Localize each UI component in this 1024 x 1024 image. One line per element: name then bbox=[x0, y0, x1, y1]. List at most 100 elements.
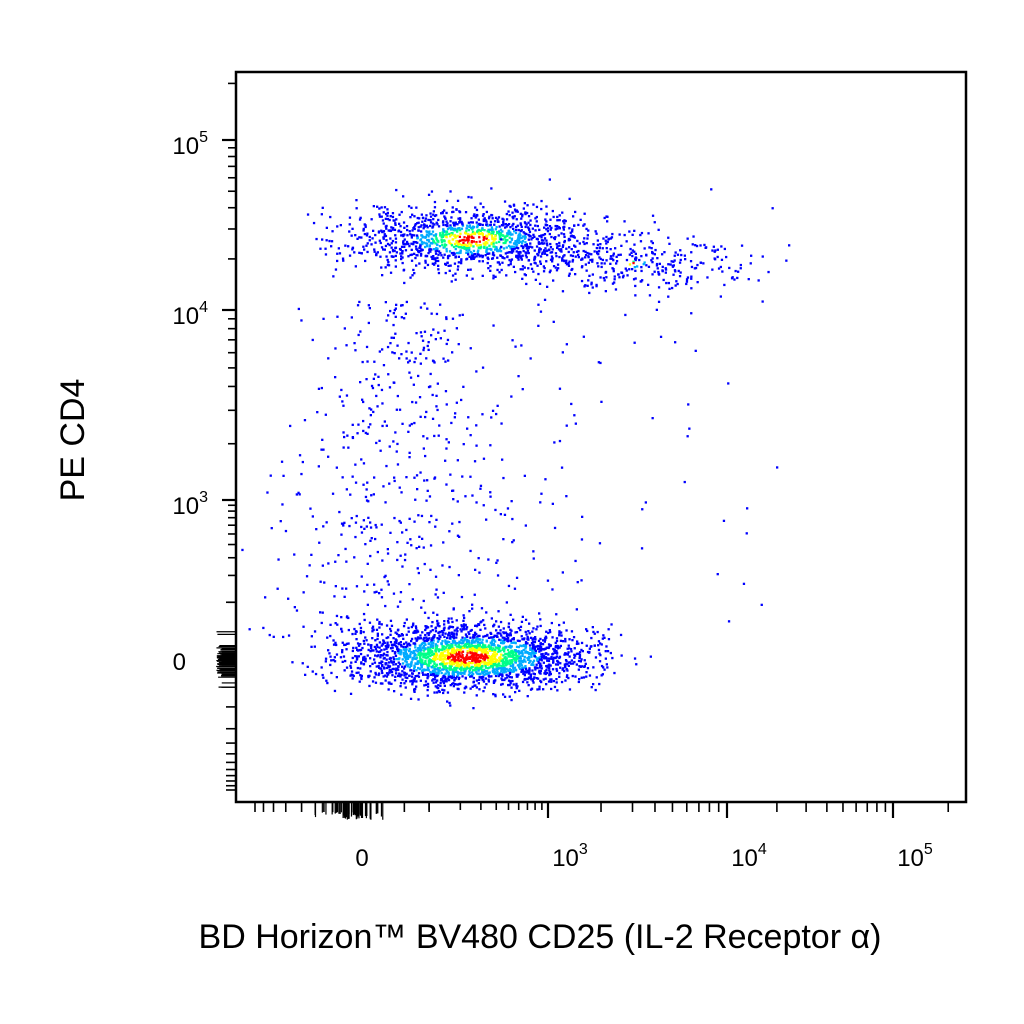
event-dot bbox=[364, 659, 367, 662]
event-dot bbox=[459, 251, 462, 254]
event-dot bbox=[577, 680, 580, 684]
event-dot bbox=[501, 458, 504, 461]
event-dot bbox=[580, 648, 583, 652]
event-dot bbox=[585, 628, 588, 631]
event-dot bbox=[462, 243, 465, 246]
event-dot bbox=[522, 672, 525, 675]
event-dot bbox=[526, 211, 529, 215]
event-dot bbox=[393, 249, 396, 252]
event-dot bbox=[387, 688, 390, 691]
event-dot bbox=[410, 669, 413, 672]
event-dot bbox=[620, 271, 623, 274]
event-dot bbox=[580, 676, 583, 679]
event-dot bbox=[546, 253, 549, 257]
event-dot bbox=[394, 222, 397, 225]
event-dot bbox=[444, 263, 448, 266]
event-dot bbox=[422, 656, 425, 659]
event-dot bbox=[432, 218, 435, 221]
event-dot bbox=[629, 247, 632, 251]
event-dot bbox=[474, 568, 477, 571]
event-dot bbox=[431, 673, 435, 676]
event-dot bbox=[651, 241, 654, 245]
event-dot bbox=[482, 457, 486, 460]
event-dot bbox=[528, 644, 532, 647]
event-dot bbox=[457, 656, 460, 659]
event-dot bbox=[362, 400, 365, 404]
event-dot bbox=[478, 643, 481, 646]
event-dot bbox=[488, 657, 491, 660]
event-dot bbox=[433, 240, 436, 243]
event-dot bbox=[486, 261, 489, 265]
event-dot bbox=[451, 206, 454, 209]
event-dot bbox=[448, 254, 451, 257]
event-dot bbox=[501, 234, 504, 237]
event-dot bbox=[508, 695, 511, 698]
event-dot bbox=[413, 680, 416, 683]
event-dot bbox=[757, 279, 760, 282]
event-dot bbox=[424, 217, 428, 220]
event-dot bbox=[529, 648, 532, 651]
event-dot bbox=[310, 645, 313, 648]
event-dot bbox=[403, 654, 406, 657]
event-dot bbox=[552, 656, 556, 659]
event-dot bbox=[422, 348, 425, 352]
event-dot bbox=[341, 587, 344, 590]
event-dot bbox=[509, 263, 512, 266]
event-dot bbox=[551, 209, 554, 213]
event-dot bbox=[490, 234, 494, 237]
event-dot bbox=[473, 232, 477, 236]
event-dot bbox=[484, 634, 487, 638]
event-dot bbox=[609, 262, 612, 265]
event-dot bbox=[502, 647, 505, 650]
event-dot bbox=[400, 645, 403, 648]
event-dot bbox=[329, 623, 332, 626]
event-dot bbox=[514, 661, 517, 664]
event-dot bbox=[531, 669, 534, 672]
event-dot bbox=[456, 534, 460, 537]
event-dot bbox=[592, 243, 595, 246]
event-dot bbox=[468, 236, 471, 239]
event-dot bbox=[399, 641, 402, 644]
event-dot bbox=[454, 278, 457, 281]
event-dot bbox=[546, 579, 550, 582]
event-dot bbox=[477, 249, 480, 252]
event-dot bbox=[442, 256, 445, 259]
event-dot bbox=[412, 651, 415, 654]
event-dot bbox=[640, 231, 644, 235]
event-dot bbox=[394, 675, 397, 678]
event-dot bbox=[389, 629, 393, 633]
event-dot bbox=[563, 254, 566, 257]
event-dot bbox=[543, 672, 546, 675]
event-dot bbox=[471, 603, 474, 606]
event-dot bbox=[444, 639, 447, 642]
event-dot bbox=[403, 665, 407, 668]
event-dot bbox=[605, 645, 608, 648]
event-dot bbox=[422, 447, 425, 450]
event-dot bbox=[432, 210, 435, 213]
event-dot bbox=[410, 351, 413, 354]
event-dot bbox=[354, 234, 357, 237]
event-dot bbox=[371, 649, 374, 652]
event-dot bbox=[568, 272, 571, 275]
event-dot bbox=[456, 674, 460, 677]
event-dot bbox=[460, 666, 463, 669]
event-dot bbox=[405, 476, 408, 479]
event-dot bbox=[563, 235, 566, 238]
event-dot bbox=[392, 312, 395, 315]
event-dot bbox=[429, 568, 432, 571]
event-dot bbox=[437, 650, 441, 653]
event-dot bbox=[550, 235, 553, 239]
event-dot bbox=[634, 252, 637, 255]
event-dot bbox=[490, 665, 493, 668]
event-dot bbox=[460, 658, 463, 662]
event-dot bbox=[465, 642, 468, 646]
event-dot bbox=[433, 476, 437, 479]
event-dot bbox=[432, 639, 435, 642]
event-dot bbox=[483, 686, 486, 689]
event-dot bbox=[537, 639, 541, 642]
event-dot bbox=[453, 679, 456, 682]
event-dot bbox=[406, 234, 409, 237]
event-dot bbox=[391, 212, 395, 215]
event-dot bbox=[437, 240, 440, 243]
event-dot bbox=[481, 260, 484, 263]
